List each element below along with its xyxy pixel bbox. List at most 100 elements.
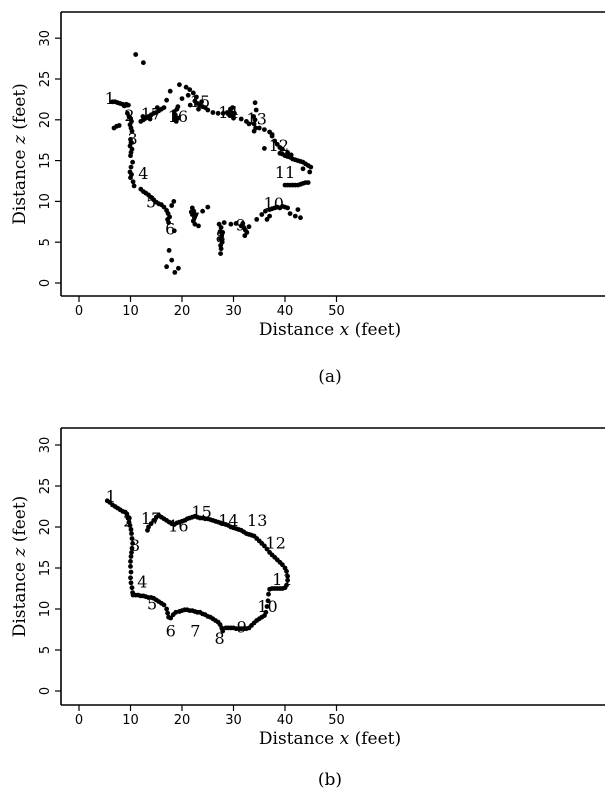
data-point: [192, 221, 198, 227]
data-point: [128, 527, 134, 532]
data-point: [164, 97, 170, 103]
data-point: [240, 221, 246, 226]
data-point: [220, 628, 226, 634]
data-point: [169, 203, 175, 208]
data-point: [267, 213, 272, 219]
data-point: [231, 115, 236, 121]
data-point: [284, 582, 289, 588]
data-point: [151, 518, 157, 523]
data-point: [298, 215, 303, 221]
data-point: [173, 609, 179, 615]
data-point: [167, 88, 173, 94]
data-point: [292, 213, 298, 219]
data-point: [262, 146, 267, 151]
data-point: [196, 106, 201, 112]
marker-label-7: 7: [190, 209, 200, 228]
data-point: [129, 585, 135, 591]
data-point: [128, 175, 133, 181]
x-tick-label: 0: [75, 304, 83, 319]
data-point: [128, 575, 133, 581]
data-point: [161, 105, 167, 110]
data-point: [285, 573, 290, 579]
marker-label-10: 10: [257, 597, 277, 616]
marker-label-14: 14: [218, 511, 238, 530]
data-point: [196, 223, 201, 229]
data-point: [246, 224, 252, 230]
marker-label-8: 8: [216, 228, 226, 247]
data-point: [285, 577, 290, 583]
y-tick-label: 20: [38, 112, 53, 129]
y-axis-title: Distance z (feet): [10, 496, 30, 638]
data-point: [188, 209, 194, 215]
y-tick-label: 5: [38, 646, 53, 654]
data-point: [141, 60, 146, 66]
data-point: [262, 127, 267, 132]
y-tick-label: 10: [38, 601, 53, 618]
data-point: [285, 150, 290, 155]
marker-label-4: 4: [137, 572, 147, 591]
data-point: [172, 270, 178, 275]
data-point: [128, 564, 133, 569]
data-point: [190, 90, 196, 96]
data-point: [269, 132, 275, 137]
data-point: [251, 128, 257, 134]
data-point: [252, 100, 258, 106]
data-point: [153, 514, 159, 520]
data-point: [224, 110, 230, 115]
data-point: [187, 102, 193, 108]
data-point: [127, 523, 133, 528]
x-axis-title: Distance x (feet): [259, 729, 401, 749]
marker-label-1: 1: [106, 487, 116, 506]
marker-label-2: 2: [124, 106, 134, 125]
data-point: [246, 121, 252, 127]
data-point: [183, 84, 189, 90]
data-point: [221, 220, 227, 226]
data-point: [194, 94, 199, 100]
marker-label-5: 5: [147, 594, 157, 613]
data-point: [233, 221, 239, 226]
data-point: [140, 114, 146, 119]
data-point: [285, 205, 290, 211]
data-point: [177, 82, 182, 88]
x-tick-label: 0: [75, 713, 83, 728]
y-tick-label: 10: [38, 193, 53, 210]
data-point: [232, 110, 237, 116]
marker-label-4: 4: [138, 164, 148, 183]
marker-label-1: 1: [105, 89, 115, 108]
marker-label-10: 10: [264, 194, 284, 213]
data-point: [256, 125, 262, 131]
data-point: [179, 96, 185, 101]
marker-label-15: 15: [190, 92, 210, 111]
data-point: [164, 264, 170, 270]
data-point: [220, 230, 226, 235]
data-point: [287, 211, 293, 217]
data-point: [280, 146, 285, 152]
marker-label-17: 17: [141, 509, 161, 528]
marker-label-6: 6: [165, 220, 175, 239]
x-tick-label: 40: [277, 713, 294, 728]
data-point: [129, 128, 135, 134]
data-point: [185, 92, 191, 98]
data-point: [200, 208, 206, 214]
data-point: [263, 609, 269, 615]
data-point: [128, 580, 134, 586]
marker-label-14: 14: [218, 103, 238, 122]
data-point: [161, 602, 167, 608]
data-point: [264, 604, 270, 609]
data-point: [199, 99, 205, 105]
data-point: [124, 101, 129, 107]
marker-label-13: 13: [247, 109, 267, 128]
marker-label-9: 9: [237, 617, 247, 636]
data-point: [305, 180, 311, 186]
data-point: [128, 153, 133, 159]
marker-label-3: 3: [128, 130, 138, 149]
data-point: [168, 615, 174, 621]
data-point: [129, 550, 134, 555]
x-axis-title: Distance x (feet): [259, 320, 401, 340]
data-point: [210, 110, 216, 115]
data-point: [171, 228, 177, 234]
x-tick-label: 20: [174, 713, 191, 728]
data-point: [172, 112, 178, 118]
marker-label-17: 17: [141, 104, 161, 123]
